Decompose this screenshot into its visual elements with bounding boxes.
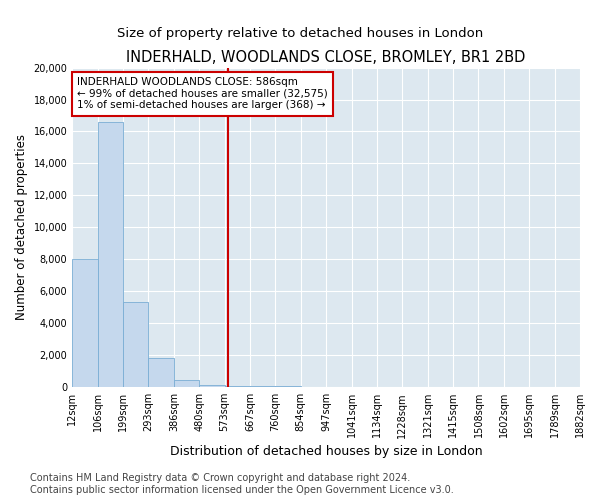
Bar <box>275 386 301 387</box>
Bar <box>98 122 123 387</box>
Bar <box>148 358 174 387</box>
Text: Size of property relative to detached houses in London: Size of property relative to detached ho… <box>117 28 483 40</box>
Bar <box>123 302 148 387</box>
Bar <box>72 258 98 387</box>
Bar <box>199 385 224 387</box>
Text: INDERHALD WOODLANDS CLOSE: 586sqm
← 99% of detached houses are smaller (32,575)
: INDERHALD WOODLANDS CLOSE: 586sqm ← 99% … <box>77 77 328 110</box>
Y-axis label: Number of detached properties: Number of detached properties <box>15 134 28 320</box>
Text: Contains HM Land Registry data © Crown copyright and database right 2024.
Contai: Contains HM Land Registry data © Crown c… <box>30 474 454 495</box>
Title: INDERHALD, WOODLANDS CLOSE, BROMLEY, BR1 2BD: INDERHALD, WOODLANDS CLOSE, BROMLEY, BR1… <box>127 50 526 65</box>
X-axis label: Distribution of detached houses by size in London: Distribution of detached houses by size … <box>170 444 482 458</box>
Bar <box>174 380 199 387</box>
Bar <box>224 386 250 387</box>
Bar <box>250 386 275 387</box>
